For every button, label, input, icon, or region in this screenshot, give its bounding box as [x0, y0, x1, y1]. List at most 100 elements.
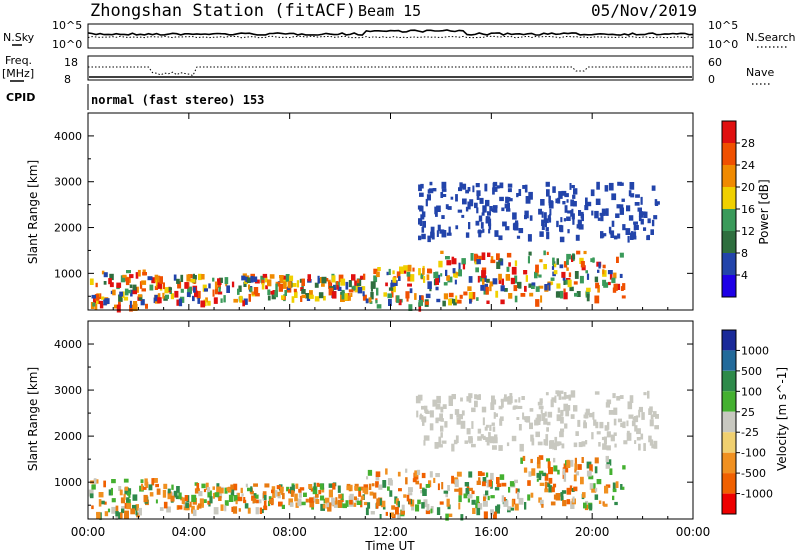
- power-cell: [436, 230, 439, 237]
- power-cell: [321, 283, 325, 287]
- power-cell: [396, 295, 400, 303]
- velocity-cell: [565, 409, 570, 417]
- power-cell: [365, 298, 369, 304]
- power-cell: [608, 182, 614, 191]
- velocity-cell: [578, 442, 583, 448]
- power-cell: [92, 302, 96, 307]
- power-cell: [436, 298, 441, 303]
- power-cell: [217, 278, 222, 285]
- velocity-cell: [148, 484, 153, 491]
- velocity-cell: [434, 442, 439, 449]
- velocity-cell: [362, 487, 367, 493]
- power-cell: [549, 208, 552, 216]
- power-cell: [328, 287, 334, 296]
- velocity-cell: [593, 483, 596, 491]
- power-cell: [465, 206, 469, 212]
- velocity-cell: [555, 493, 561, 501]
- power-cell: [523, 270, 528, 275]
- velocity-cell: [118, 512, 122, 519]
- power-cell: [535, 264, 539, 273]
- power-cell: [608, 226, 612, 234]
- nave-label: Nave: [746, 66, 774, 79]
- velocity-cell: [544, 481, 548, 490]
- power-cell: [176, 299, 181, 306]
- power-cell: [435, 278, 439, 285]
- velocity-cell: [550, 399, 554, 408]
- power-cell: [546, 251, 549, 255]
- power-cell: [613, 235, 618, 240]
- velocity-cell: [641, 412, 645, 420]
- velocity-cell: [613, 407, 618, 415]
- power-cell: [560, 290, 564, 299]
- power-cell: [435, 286, 439, 291]
- velocity-cell: [229, 489, 232, 493]
- velocity-cell: [531, 468, 536, 476]
- power-cell: [619, 273, 623, 278]
- power-cell: [528, 283, 532, 288]
- power-cell: [572, 201, 577, 207]
- velocity-cell: [523, 467, 528, 473]
- power-cell: [361, 286, 366, 291]
- velocity-cell: [492, 445, 497, 450]
- velocity-cell: [298, 490, 302, 498]
- power-cell: [483, 275, 487, 282]
- velocity-cell: [546, 427, 549, 432]
- power-cell: [500, 285, 505, 292]
- power-cell: [430, 226, 435, 234]
- velocity-cell: [115, 511, 119, 517]
- velocity-cell: [194, 482, 199, 486]
- power-cell: [420, 273, 424, 279]
- velocity-cell: [577, 464, 582, 470]
- velocity-cell: [454, 479, 459, 488]
- power-cell: [510, 277, 515, 285]
- power-cell: [602, 269, 605, 275]
- colorbar-swatch: [722, 187, 736, 209]
- power-cell: [572, 194, 576, 199]
- velocity-cell: [589, 504, 593, 511]
- power-cell: [514, 275, 518, 284]
- velocity-cell: [606, 431, 611, 438]
- power-cell: [213, 297, 218, 304]
- velocity-cell: [634, 425, 638, 432]
- velocity-cell: [372, 492, 377, 499]
- power-cell: [552, 186, 556, 193]
- velocity-cell: [591, 488, 597, 493]
- velocity-cell: [175, 495, 179, 500]
- velocity-cell: [562, 468, 566, 475]
- power-cell: [173, 274, 177, 281]
- power-cell: [129, 304, 133, 312]
- velocity-cell: [243, 497, 246, 502]
- power-cell: [459, 182, 463, 189]
- velocity-cell: [627, 401, 633, 410]
- power-cell: [571, 254, 576, 260]
- power-cell: [440, 250, 444, 254]
- velocity-cell: [111, 498, 116, 503]
- power-cell: [512, 223, 517, 230]
- power-cell: [502, 221, 507, 227]
- power-cell: [101, 296, 105, 300]
- power-cell: [255, 293, 260, 297]
- power-cell: [651, 219, 655, 227]
- power-cell: [194, 290, 198, 298]
- power-cell: [242, 273, 247, 278]
- power-cell: [617, 233, 621, 239]
- power-cell: [546, 189, 550, 197]
- velocity-cell: [140, 479, 144, 483]
- power-cell: [165, 294, 169, 299]
- power-cell: [448, 226, 451, 234]
- velocity-cell: [467, 497, 470, 503]
- power-cell: [559, 264, 564, 269]
- velocity-cell: [458, 487, 463, 496]
- power-cell: [467, 187, 471, 192]
- velocity-cell: [538, 473, 542, 481]
- power-cell: [467, 201, 471, 210]
- velocity-cell: [586, 461, 592, 469]
- power-cell: [477, 275, 480, 283]
- power-cell: [653, 215, 658, 220]
- velocity-cell: [163, 483, 168, 490]
- power-cell: [475, 220, 480, 226]
- velocity-cell: [471, 407, 476, 413]
- power-cell: [291, 296, 295, 303]
- power-cell: [178, 298, 183, 307]
- power-cell: [192, 275, 197, 280]
